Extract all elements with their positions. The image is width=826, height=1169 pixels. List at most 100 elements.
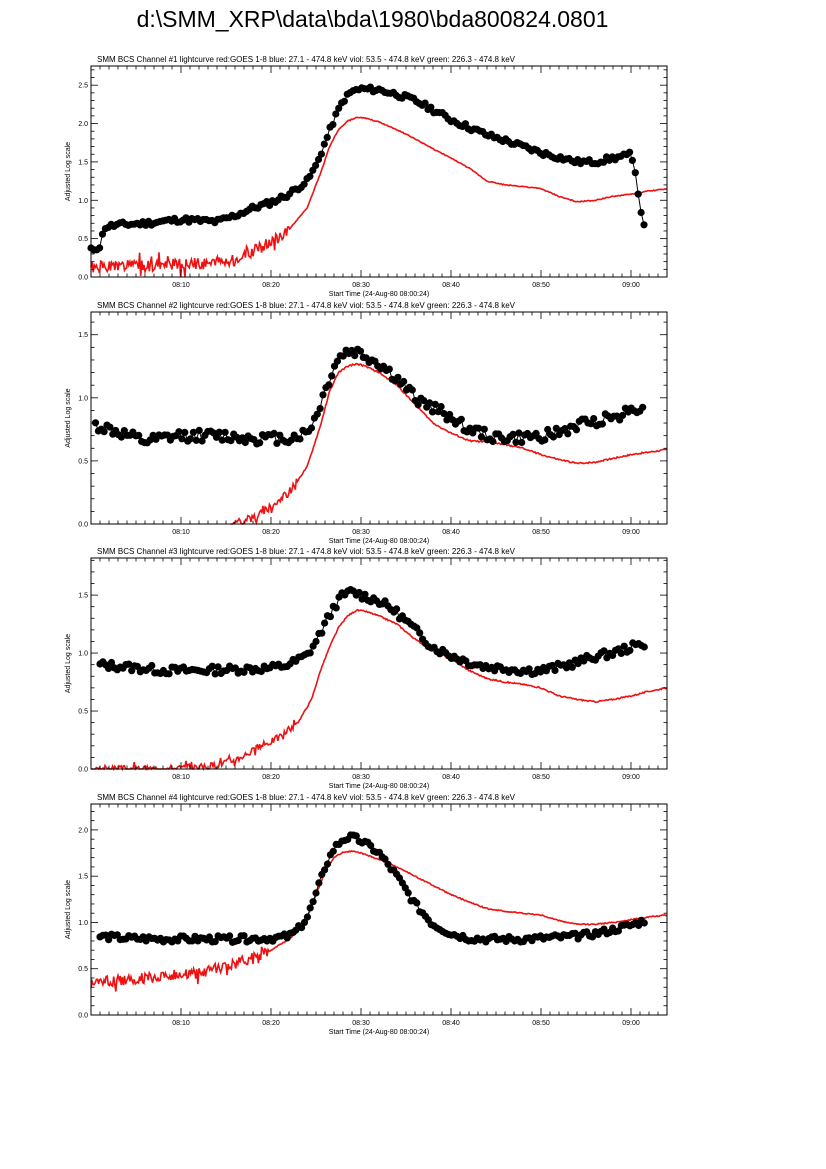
bcs-data-point (525, 665, 533, 673)
bcs-data-point (208, 662, 216, 670)
y-tick-label: 1.5 (78, 593, 88, 600)
bcs-data-point (300, 180, 308, 188)
y-tick-label: 2.0 (78, 827, 88, 834)
bcs-data-point (192, 436, 200, 444)
bcs-data-point (580, 657, 588, 665)
y-axis-label: Adjusted Log scale (65, 388, 72, 447)
x-tick-label: 08:20 (262, 774, 280, 781)
bcs-data-point (175, 428, 183, 436)
bcs-data-point (316, 405, 324, 413)
y-tick-label: 2.5 (78, 83, 88, 90)
x-tick-label: 08:30 (352, 1020, 370, 1027)
bcs-data-point (574, 660, 582, 668)
bcs-data-point (431, 400, 439, 408)
bcs-data-point (315, 879, 323, 887)
bcs-data-point (428, 408, 437, 416)
x-tick-label: 08:10 (172, 529, 190, 536)
plot-frame (90, 65, 668, 278)
bcs-data-point (300, 918, 309, 927)
bcs-data-point (626, 646, 634, 655)
bcs-data-point (125, 660, 133, 668)
x-tick-label: 08:50 (532, 774, 550, 781)
bcs-data-point (257, 667, 265, 676)
bcs-data-point (443, 416, 451, 424)
bcs-data-point (620, 642, 628, 650)
bcs-data-point (572, 426, 581, 434)
bcs-data-point (105, 664, 113, 673)
bcs-data-point (355, 588, 363, 597)
bcs-data-point (323, 133, 331, 141)
bcs-data-point (273, 439, 281, 447)
bcs-data-point (385, 365, 393, 373)
bcs-data-point (306, 649, 314, 657)
chart-title: SMM BCS Channel #4 lightcurve red:GOES 1… (97, 793, 516, 802)
y-axis-label: Adjusted Log scale (65, 880, 72, 939)
bcs-data-point (91, 419, 100, 427)
chart-panel-2: 08:10 08:20 08:30 08:40 08:50 09:00 0.0 0.5 1.0 1… (65, 301, 668, 545)
bcs-data-point (98, 230, 107, 238)
x-tick-label: 08:10 (172, 1020, 190, 1027)
series-bcs-markers (91, 345, 647, 448)
series-goes-line (90, 849, 667, 992)
bcs-data-point (356, 347, 365, 355)
bcs-data-point (640, 643, 648, 651)
bcs-data-point (549, 433, 558, 441)
bcs-data-point (598, 420, 607, 428)
y-tick-label: 1.0 (78, 651, 88, 658)
bcs-data-point (477, 433, 485, 441)
bcs-data-point (319, 391, 327, 399)
bcs-data-point (408, 386, 416, 394)
goes-curve (90, 849, 667, 992)
bcs-data-point (189, 428, 197, 436)
bcs-data-point (339, 352, 347, 360)
x-tick-label: 09:00 (622, 1020, 640, 1027)
bcs-data-point (214, 663, 222, 671)
bcs-data-point (426, 399, 434, 407)
bcs-data-point (96, 244, 104, 252)
y-tick-label: 0.5 (78, 709, 88, 716)
bcs-data-point (413, 899, 421, 907)
bcs-data-point (640, 221, 648, 229)
bcs-data-point (211, 938, 219, 946)
bcs-data-point (221, 428, 229, 436)
bcs-data-point (335, 104, 343, 112)
y-tick-label: 0.5 (78, 966, 88, 973)
bcs-data-point (420, 397, 428, 405)
bcs-data-point (340, 97, 348, 105)
bcs-data-point (421, 99, 429, 107)
bcs-data-point (600, 158, 608, 166)
bcs-data-point (427, 103, 435, 111)
x-tick-label: 08:50 (532, 529, 550, 536)
y-tick-label: 0.0 (78, 1013, 88, 1020)
bcs-data-point (328, 372, 336, 380)
bcs-data-point (318, 629, 326, 637)
y-tick-label: 0.0 (78, 767, 88, 774)
x-tick-label: 09:00 (622, 282, 640, 289)
bcs-data-point (211, 670, 219, 678)
series-bcs-markers (96, 586, 648, 679)
series-bcs-markers (96, 831, 648, 946)
bcs-data-point (215, 428, 223, 436)
bcs-data-point (326, 613, 334, 621)
bcs-data-point (100, 428, 108, 436)
bcs-data-point (218, 436, 226, 444)
bcs-data-point (303, 913, 311, 921)
bcs-data-point (416, 629, 424, 637)
bcs-data-point (541, 436, 549, 444)
series-goes-line (90, 116, 667, 278)
x-tick-label: 08:30 (352, 529, 370, 536)
bcs-data-point (240, 932, 248, 940)
bcs-data-point (312, 637, 320, 646)
series-goes-line (91, 608, 668, 772)
chart-panel-1: 08:10 08:20 08:30 08:40 08:50 09:00 0.0 0.5 1.0 1… (65, 55, 668, 298)
bcs-data-point (384, 860, 392, 868)
chart-title: SMM BCS Channel #2 lightcurve red:GOES 1… (97, 301, 516, 310)
bcs-data-point (178, 435, 186, 443)
x-tick-label: 08:40 (442, 282, 460, 289)
x-tick-label: 08:20 (262, 1020, 280, 1027)
y-tick-label: 1.5 (78, 332, 88, 339)
x-axis-label: Start Time (24-Aug-80 08:00:24) (329, 783, 429, 790)
y-tick-label: 2.0 (78, 121, 88, 128)
x-axis-label: Start Time (24-Aug-80 08:00:24) (329, 291, 429, 298)
